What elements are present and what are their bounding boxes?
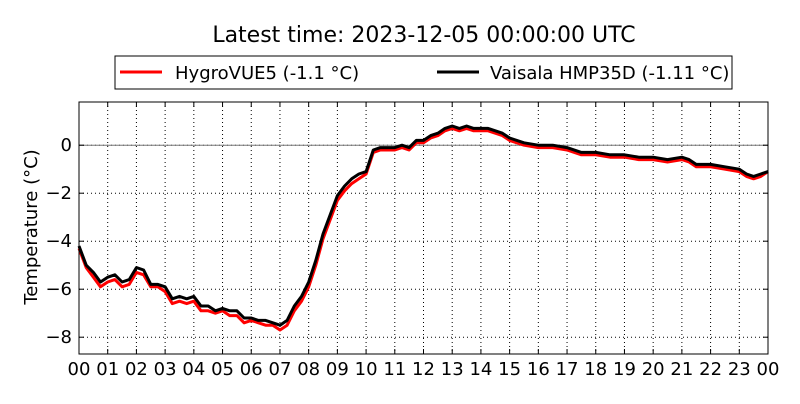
y-tick-label: −2 xyxy=(45,183,72,204)
x-tick-label: 11 xyxy=(383,359,406,380)
grid xyxy=(79,102,768,354)
y-tick-label: −8 xyxy=(45,327,72,348)
x-tick-label: 02 xyxy=(125,359,148,380)
y-tick-label: −4 xyxy=(45,231,72,252)
series-layer xyxy=(77,124,769,332)
x-tick-label: 13 xyxy=(441,359,464,380)
x-tick-label: 16 xyxy=(527,359,550,380)
x-tick-label: 21 xyxy=(670,359,693,380)
x-tick-label: 08 xyxy=(297,359,320,380)
x-tick-label: 18 xyxy=(584,359,607,380)
y-axis-label: Temperature (°C) xyxy=(21,149,42,305)
series-line-1 xyxy=(77,124,769,327)
x-tick-label: 00 xyxy=(68,359,91,380)
legend-label-hygrovue5: HygroVUE5 (-1.1 °C) xyxy=(175,63,359,84)
x-tick-label: 07 xyxy=(269,359,292,380)
x-tick-label: 12 xyxy=(412,359,435,380)
x-tick-label: 09 xyxy=(326,359,349,380)
x-tick-label: 10 xyxy=(355,359,378,380)
x-tick-label: 04 xyxy=(182,359,205,380)
axes: 00 01 02 03 04 05 06 07 08 09 10 11 12 13 14 15 16 17 18 19… xyxy=(45,101,780,380)
x-tick-label: 15 xyxy=(498,359,521,380)
y-tick-label: 0 xyxy=(61,135,72,156)
x-tick-label: 00 xyxy=(757,359,780,380)
legend-box xyxy=(114,55,733,90)
x-tick-label: 19 xyxy=(613,359,636,380)
legend: HygroVUE5 (-1.1 °C) Vaisala HMP35D (-1.1… xyxy=(114,55,733,90)
x-tick-label: 03 xyxy=(154,359,177,380)
chart-title: Latest time: 2023-12-05 00:00:00 UTC xyxy=(212,23,635,48)
x-tick-label: 14 xyxy=(469,359,492,380)
x-tick-label: 17 xyxy=(556,359,579,380)
x-tick-label: 20 xyxy=(642,359,665,380)
y-tick-label: −6 xyxy=(45,279,72,300)
x-tick-label: 05 xyxy=(211,359,234,380)
x-tick-label: 01 xyxy=(96,359,119,380)
x-tick-label: 22 xyxy=(699,359,722,380)
legend-label-vaisala: Vaisala HMP35D (-1.11 °C) xyxy=(490,63,729,84)
x-tick-label: 06 xyxy=(240,359,263,380)
x-tick-label: 23 xyxy=(728,359,751,380)
